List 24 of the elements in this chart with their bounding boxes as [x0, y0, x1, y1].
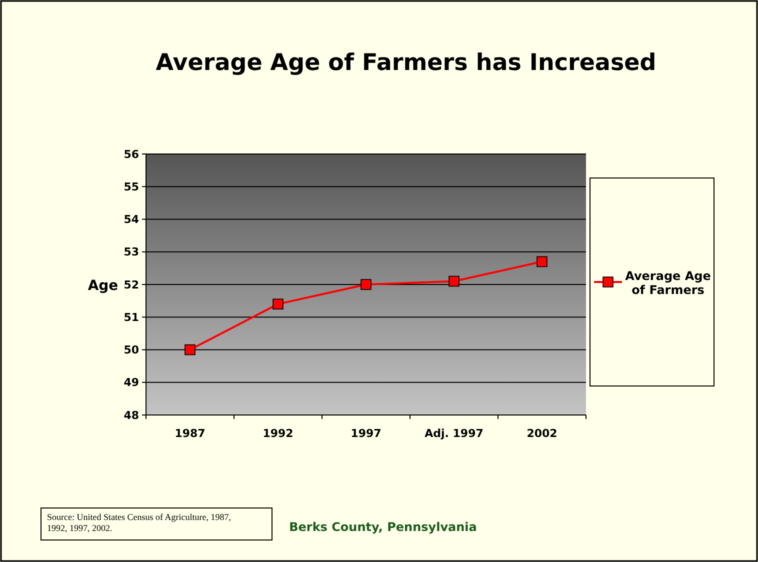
- source-note: Source: United States Census of Agriculture, 1987, 1992, 1997, 2002.: [47, 512, 231, 533]
- y-tick-label: 48: [124, 408, 139, 422]
- x-tick-label: 2002: [526, 427, 558, 440]
- point: [272, 298, 284, 310]
- y-tick-label: 50: [124, 344, 140, 357]
- x-tick-label: Adj. 1997: [424, 427, 484, 440]
- chart-title: Average Age of Farmers has Increased: [156, 50, 656, 76]
- text: Berks County, Pennsylvania: [289, 520, 477, 534]
- y-tick-label: 51: [124, 310, 139, 324]
- y-tick-label: 55: [124, 180, 139, 194]
- y-tick-label: 56: [124, 148, 140, 161]
- y-tick-label: 49: [124, 376, 139, 390]
- point: [448, 276, 460, 287]
- x-tick-label: 1987: [174, 427, 206, 440]
- point: [360, 279, 372, 290]
- x-tick-label: 1992: [262, 427, 294, 440]
- y-tick-label: 54: [124, 213, 140, 226]
- x-tick-label: 1997: [350, 427, 382, 440]
- y-tick-label: 52: [124, 278, 139, 292]
- y-axis-title: Age: [88, 278, 118, 294]
- point: [536, 256, 548, 268]
- legend-label: Average Age of Farmers: [625, 269, 711, 297]
- y-tick-label: 53: [124, 246, 139, 259]
- point: [184, 344, 196, 356]
